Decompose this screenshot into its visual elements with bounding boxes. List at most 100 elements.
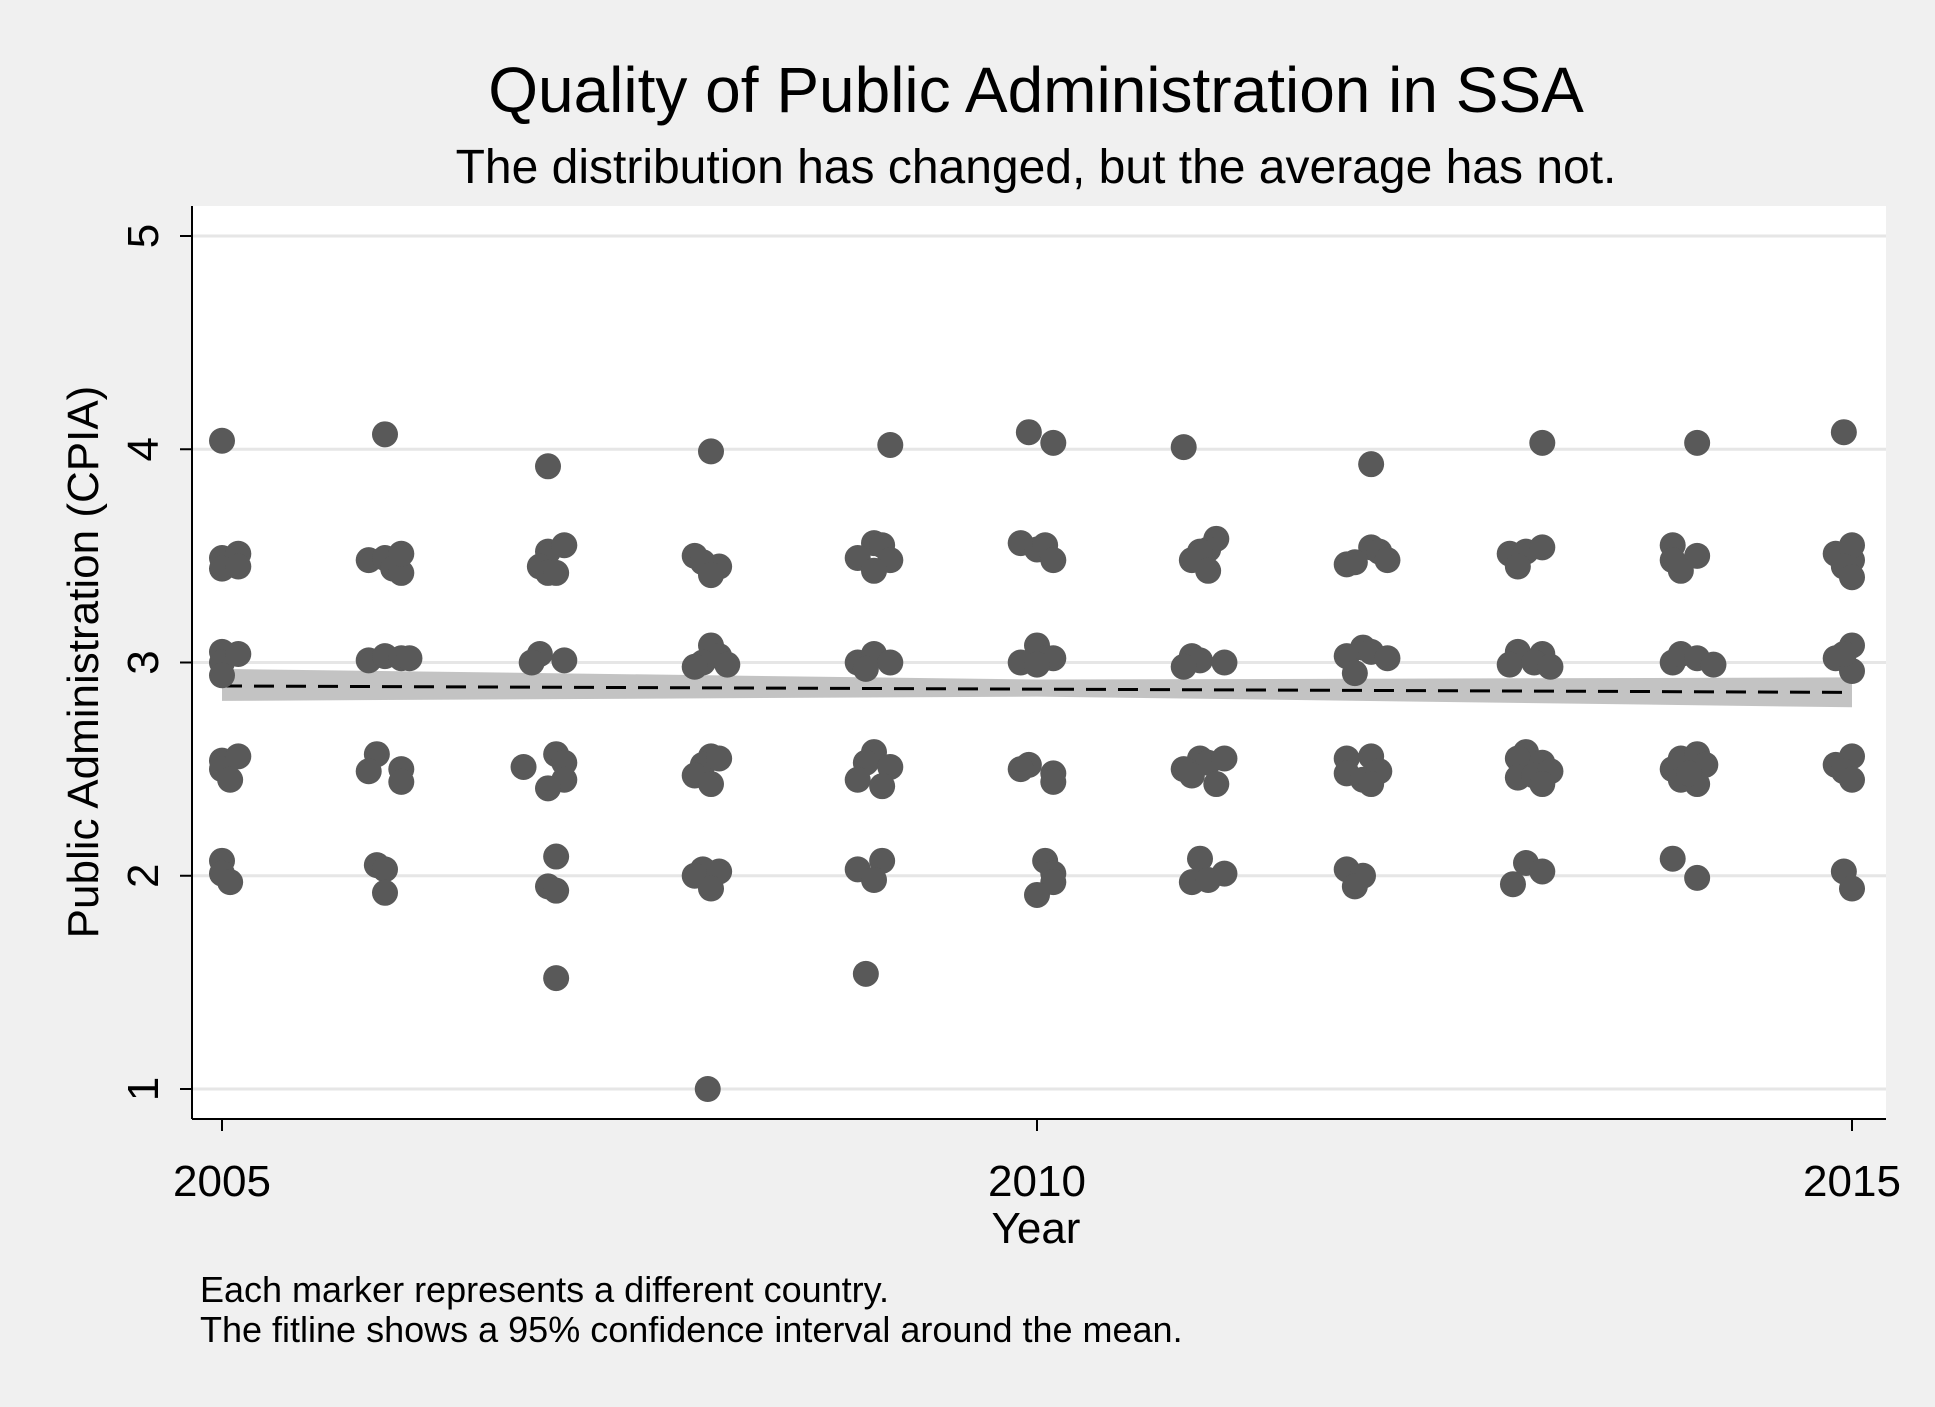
y-tick-label-4: 4 xyxy=(119,437,168,461)
data-point-160 xyxy=(1504,745,1531,772)
data-point-40 xyxy=(518,649,545,676)
data-point-69 xyxy=(698,875,724,902)
data-point-15 xyxy=(217,869,244,896)
data-point-42 xyxy=(510,753,537,780)
x-tick-label-2010: 2010 xyxy=(988,1157,1086,1206)
data-point-70 xyxy=(694,1076,721,1102)
data-point-50 xyxy=(543,965,570,992)
data-point-27 xyxy=(355,758,382,785)
data-point-33 xyxy=(535,453,561,480)
y-tick-label-5: 5 xyxy=(119,224,168,248)
data-point-149 xyxy=(1529,429,1556,456)
data-point-177 xyxy=(1700,651,1727,678)
fitline-group xyxy=(221,684,1853,694)
note-line-2: The fitline shows a 95% confidence inter… xyxy=(200,1309,1183,1350)
data-point-59 xyxy=(714,651,741,678)
data-point-100 xyxy=(1024,651,1050,678)
x-ticks: 2005 2010 2015 xyxy=(173,1119,1901,1206)
data-point-114 xyxy=(1195,557,1222,584)
data-point-167 xyxy=(1529,858,1556,885)
y-tick-label-2: 2 xyxy=(119,864,168,888)
data-point-47 xyxy=(543,843,570,870)
data-point-71 xyxy=(877,431,904,458)
data-point-169 xyxy=(1684,429,1711,456)
data-point-90 xyxy=(1015,419,1042,446)
data-point-139 xyxy=(1341,660,1368,687)
chart-title: Quality of Public Administration in SSA xyxy=(488,54,1584,126)
data-point-109 xyxy=(1170,434,1197,461)
data-point-122 xyxy=(1211,745,1238,772)
data-point-190 xyxy=(1839,532,1865,559)
data-point-88 xyxy=(861,867,887,894)
data-point-117 xyxy=(1211,649,1238,676)
data-point-129 xyxy=(1358,451,1385,478)
data-point-84 xyxy=(844,766,871,793)
x-tick-label-2015: 2015 xyxy=(1803,1157,1901,1206)
data-point-41 xyxy=(551,647,578,674)
data-point-7 xyxy=(209,662,235,689)
y-tick-label-3: 3 xyxy=(119,650,168,674)
data-point-158 xyxy=(1537,653,1564,680)
data-point-4 xyxy=(225,553,252,580)
data-point-76 xyxy=(861,557,887,584)
y-tick-label-1: 1 xyxy=(119,1077,168,1101)
data-point-108 xyxy=(1024,881,1050,908)
data-point-184 xyxy=(1676,760,1702,787)
data-point-173 xyxy=(1667,557,1694,584)
data-point-32 xyxy=(372,879,398,906)
data-point-196 xyxy=(1830,640,1857,667)
data-point-165 xyxy=(1529,771,1556,798)
data-point-35 xyxy=(551,532,578,559)
data-point-200 xyxy=(1839,766,1865,793)
data-point-156 xyxy=(1496,651,1523,678)
data-point-60 xyxy=(681,653,708,680)
data-point-12 xyxy=(217,766,244,793)
data-point-85 xyxy=(869,773,896,800)
data-point-91 xyxy=(1040,429,1067,456)
data-point-29 xyxy=(388,768,415,795)
data-point-0 xyxy=(209,427,235,454)
data-points xyxy=(209,419,1865,1102)
data-point-102 xyxy=(1007,756,1034,783)
note-line-1: Each marker represents a different count… xyxy=(200,1269,889,1310)
data-point-38 xyxy=(543,559,570,586)
data-point-123 xyxy=(1178,762,1205,789)
data-point-153 xyxy=(1504,553,1531,580)
data-point-133 xyxy=(1341,549,1368,576)
data-point-8 xyxy=(225,640,252,667)
data-point-31 xyxy=(372,856,398,883)
data-point-20 xyxy=(388,559,415,586)
data-point-89 xyxy=(852,960,879,987)
data-point-124 xyxy=(1203,771,1230,798)
data-point-185 xyxy=(1659,845,1686,872)
data-point-168 xyxy=(1499,871,1526,898)
data-point-202 xyxy=(1839,875,1865,902)
data-point-49 xyxy=(543,877,570,904)
data-point-16 xyxy=(372,421,398,448)
data-point-152 xyxy=(1529,534,1556,561)
data-point-79 xyxy=(877,649,904,676)
data-point-11 xyxy=(225,743,252,770)
data-point-25 xyxy=(396,645,423,672)
data-point-51 xyxy=(698,438,724,465)
data-point-138 xyxy=(1374,645,1401,672)
x-axis-label: Year xyxy=(992,1204,1081,1253)
data-point-145 xyxy=(1358,771,1385,798)
data-point-80 xyxy=(852,655,879,682)
data-point-187 xyxy=(1830,419,1857,446)
chart-subtitle: The distribution has changed, but the av… xyxy=(456,141,1617,194)
x-tick-label-2005: 2005 xyxy=(173,1157,271,1206)
data-point-63 xyxy=(706,745,733,772)
data-point-192 xyxy=(1839,564,1865,591)
data-point-128 xyxy=(1195,867,1222,894)
data-point-148 xyxy=(1341,873,1368,900)
data-point-104 xyxy=(1040,768,1067,795)
data-point-95 xyxy=(1040,547,1067,574)
y-axis-label: Public Administration (CPIA) xyxy=(59,386,108,939)
data-point-46 xyxy=(535,775,561,802)
data-point-65 xyxy=(698,771,724,798)
data-point-21 xyxy=(388,540,415,567)
fitline xyxy=(221,684,1853,694)
data-point-134 xyxy=(1374,547,1401,574)
